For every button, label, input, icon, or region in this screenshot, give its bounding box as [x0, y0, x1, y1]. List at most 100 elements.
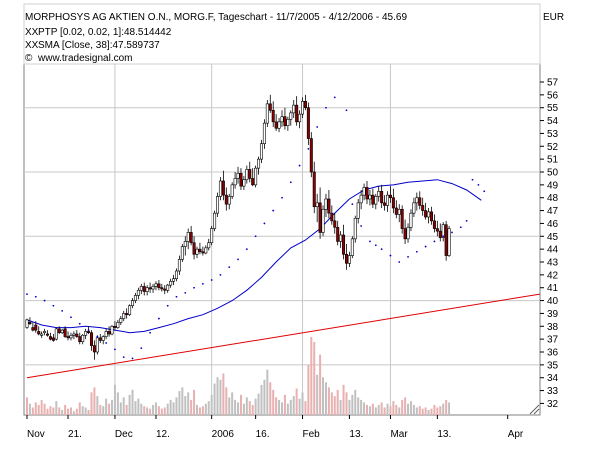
- candle-body: [388, 194, 392, 199]
- candle-body: [151, 286, 155, 290]
- y-tick-label: 38: [547, 322, 559, 333]
- y-tick-label: 57: [547, 78, 559, 89]
- candle: [133, 292, 137, 304]
- y-tick-label: 50: [547, 168, 559, 179]
- ptp-dot: [415, 250, 418, 253]
- candle-body: [163, 288, 167, 291]
- y-tick-label: 52: [547, 142, 559, 153]
- volume-bar: [231, 392, 234, 415]
- candle-body: [315, 202, 319, 208]
- ptp-dot: [52, 304, 55, 307]
- currency-label: EUR: [543, 12, 564, 23]
- candle-body: [277, 121, 281, 129]
- candle-body: [362, 187, 366, 196]
- candle: [438, 223, 442, 242]
- volume-bar: [278, 399, 281, 415]
- header-frame: [23, 3, 541, 65]
- candle-body: [142, 286, 146, 292]
- ptp-dot: [325, 106, 327, 109]
- candle-body: [444, 224, 448, 256]
- candle-body: [295, 104, 299, 123]
- candle: [207, 238, 211, 251]
- candle: [34, 321, 38, 333]
- candle-body: [303, 100, 307, 109]
- candle-body: [400, 208, 404, 229]
- volume-bar: [418, 406, 421, 415]
- y-tick-label: 48: [547, 193, 559, 204]
- candle: [259, 139, 263, 163]
- candle-body: [409, 212, 413, 228]
- legend-copyright-text: www.tradesignal.com: [37, 53, 132, 64]
- volume-bar: [204, 403, 207, 415]
- ptp-dot: [389, 254, 392, 257]
- ptp-dot: [316, 126, 319, 128]
- candle-body: [133, 295, 137, 301]
- volume-bar: [111, 399, 113, 415]
- volume-bar: [137, 398, 140, 415]
- candle: [394, 200, 398, 219]
- volume-bar: [193, 389, 196, 415]
- candle: [324, 193, 328, 217]
- candle-body: [368, 194, 372, 200]
- volume-bar: [113, 384, 116, 415]
- candle: [353, 215, 357, 243]
- volume-bar: [152, 404, 155, 415]
- sma-line: [26, 179, 482, 334]
- candle-body: [418, 197, 422, 206]
- ptp-dot: [219, 273, 222, 276]
- ptp-dot: [228, 266, 231, 269]
- candle: [359, 190, 363, 210]
- volume-bar: [43, 403, 46, 415]
- y-tick-label: 37: [547, 335, 559, 346]
- candle: [312, 161, 316, 214]
- y-tick-label: 43: [547, 258, 559, 269]
- ptp-dot: [398, 261, 401, 263]
- candle-body: [98, 337, 102, 341]
- candle-body: [207, 242, 211, 249]
- candle: [204, 245, 208, 255]
- ptp-dot: [272, 209, 275, 212]
- candle-body: [221, 180, 225, 196]
- candle-body: [406, 226, 410, 240]
- volume-bar: [301, 392, 304, 415]
- volume-bar: [78, 402, 81, 415]
- candle-body: [189, 232, 193, 244]
- legend-sma-text: SMA [Close, 38]:47.589737: [38, 40, 160, 51]
- candle-body: [236, 172, 240, 179]
- candle-body: [216, 196, 220, 214]
- candle: [374, 193, 378, 210]
- candle-body: [131, 300, 135, 307]
- candle-body: [92, 345, 96, 353]
- candle-body: [183, 241, 187, 247]
- candle: [265, 100, 269, 127]
- candle-body: [227, 196, 231, 205]
- candle: [400, 205, 404, 234]
- volume-bar: [46, 408, 49, 415]
- volume-bar: [213, 383, 216, 415]
- candle: [333, 213, 337, 234]
- candle: [271, 101, 275, 127]
- candle: [28, 317, 32, 325]
- candle-body: [25, 319, 29, 328]
- volume-bar: [275, 397, 278, 415]
- candle: [292, 100, 296, 118]
- candle-body: [157, 283, 161, 289]
- candle: [441, 222, 445, 242]
- resize-handle-icon[interactable]: [529, 404, 540, 415]
- candle-body: [280, 116, 284, 123]
- volume-bar: [404, 397, 407, 415]
- candle-body: [69, 334, 73, 339]
- volume-bar: [75, 408, 78, 415]
- ptp-dot: [374, 244, 377, 247]
- candle-body: [104, 331, 108, 337]
- candle: [216, 192, 220, 217]
- volume-bar: [324, 382, 327, 415]
- candle-body: [251, 178, 255, 186]
- ptp-dot: [333, 96, 336, 99]
- volume-bar: [401, 399, 404, 415]
- ptp-dot: [442, 235, 445, 238]
- candle: [418, 191, 422, 210]
- candle: [46, 330, 50, 337]
- candle: [157, 280, 161, 291]
- y-tick-label: 53: [547, 129, 559, 140]
